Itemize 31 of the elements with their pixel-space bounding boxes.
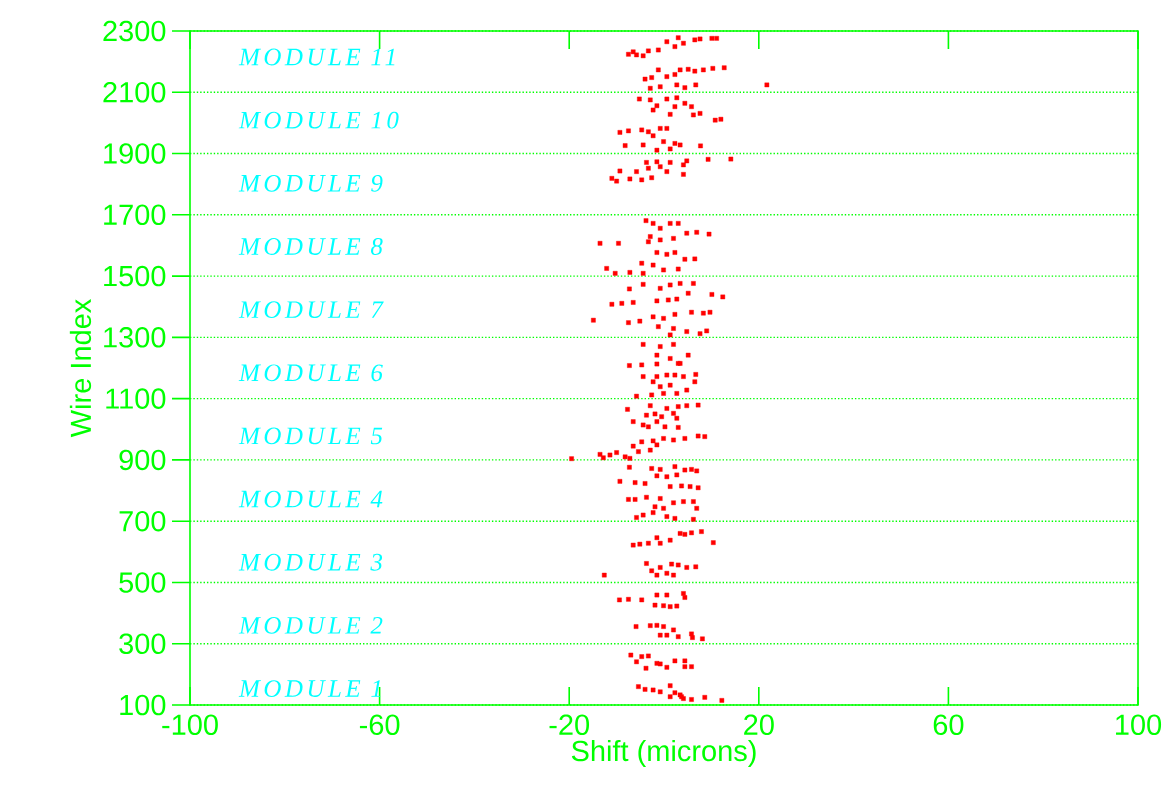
x-tick-label: -60	[359, 714, 400, 736]
y-tick-label: 1900	[104, 143, 166, 164]
annotation: MODULE 9	[238, 174, 383, 192]
y-tick-label: 1300	[104, 327, 166, 348]
x-tick-label: 100	[1116, 714, 1162, 736]
annotation: MODULE 10	[238, 111, 399, 129]
y-tick-label: 2100	[103, 82, 166, 103]
y-tick-label: 1700	[104, 204, 166, 226]
annotation: MODULE 7	[238, 301, 384, 319]
y-tick-label: 300	[119, 633, 166, 654]
y-tick-label: 1500	[104, 265, 166, 287]
x-axis-title: Shift (microns)	[571, 739, 756, 767]
annotation: MODULE 2	[238, 617, 383, 634]
y-tick-label: 1100	[106, 388, 166, 409]
y-tick-label: 500	[119, 572, 166, 593]
y-tick-label: 2300	[103, 20, 166, 42]
annotation: MODULE 1	[238, 680, 381, 697]
annotation: MODULE 11	[238, 48, 395, 66]
x-tick-label: -20	[549, 714, 590, 736]
y-tick-label: 700	[119, 510, 166, 532]
annotation: MODULE 4	[238, 490, 383, 508]
x-tick-label: 60	[933, 714, 964, 736]
annotation: MODULE 6	[238, 364, 383, 382]
annotation: MODULE 5	[238, 427, 383, 445]
y-tick-label: 900	[119, 449, 166, 471]
annotation: MODULE 3	[238, 553, 383, 571]
x-tick-label: 20	[744, 714, 774, 736]
y-axis-title: Wire Index	[69, 299, 92, 438]
x-tick-label: -100	[162, 714, 218, 736]
y-tick-label: 100	[120, 694, 166, 716]
annotation: MODULE 8	[238, 238, 383, 255]
